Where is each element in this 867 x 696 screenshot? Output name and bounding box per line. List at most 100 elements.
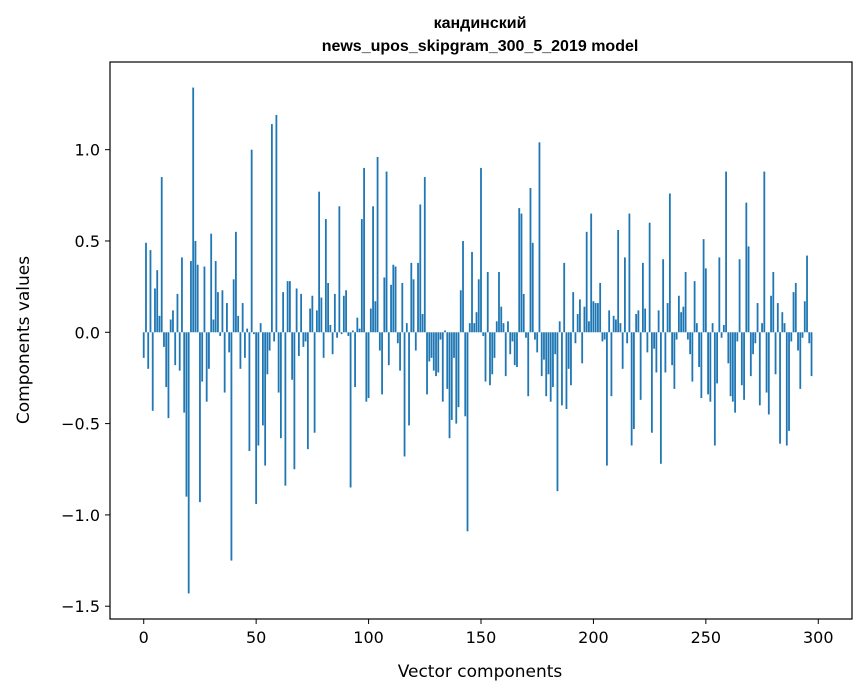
bar [590, 213, 593, 333]
bar [403, 332, 406, 457]
bar [428, 332, 431, 362]
bar [430, 332, 433, 358]
bar [601, 332, 604, 342]
bar [770, 295, 772, 333]
bar [520, 213, 523, 333]
bar [788, 332, 790, 431]
bar [608, 310, 611, 333]
bar [522, 293, 525, 333]
bar [558, 321, 561, 333]
x-tick-label: 300 [803, 628, 834, 647]
bar [538, 142, 541, 333]
bar [752, 332, 754, 355]
bar [255, 332, 258, 504]
bar [671, 332, 674, 366]
bar [367, 332, 370, 399]
bar [212, 319, 215, 333]
bar [279, 332, 282, 439]
bar [477, 279, 480, 333]
y-axis-label: Components values [14, 256, 34, 424]
bar [761, 323, 763, 333]
bar [722, 324, 725, 333]
bar [486, 272, 489, 333]
bar [246, 328, 249, 333]
bar [543, 332, 545, 360]
bar [489, 332, 491, 386]
bar [270, 124, 273, 333]
bar [232, 279, 235, 333]
bar [304, 332, 307, 342]
bar [570, 332, 572, 386]
bar [747, 246, 750, 333]
bar [376, 156, 379, 333]
bar [417, 262, 419, 333]
bar [201, 332, 204, 382]
bar [610, 332, 613, 397]
bar [169, 319, 172, 333]
bar [648, 222, 651, 333]
bar [619, 323, 622, 333]
bar [628, 213, 631, 333]
bar [556, 332, 559, 492]
bar [763, 171, 766, 333]
chart-title-line-1: кандинский [434, 15, 527, 32]
bar [572, 292, 575, 333]
bar [196, 264, 199, 333]
bar [576, 314, 579, 333]
bar [709, 332, 712, 402]
bar [509, 332, 512, 355]
bar [597, 303, 599, 333]
bar [239, 332, 242, 369]
bar [659, 332, 662, 464]
bar [156, 270, 159, 333]
bar [248, 332, 251, 451]
bar [464, 332, 467, 417]
bar [484, 332, 487, 382]
bar [286, 281, 289, 333]
bar [680, 312, 683, 333]
bar [738, 259, 741, 333]
x-tick-label: 50 [246, 628, 266, 647]
bar [498, 272, 500, 333]
bar [502, 323, 505, 333]
bar [435, 332, 437, 377]
bar [176, 293, 179, 333]
y-tick-label: −1.5 [61, 597, 100, 616]
bar [369, 308, 372, 333]
bar [226, 303, 228, 333]
y-tick-label: −0.5 [61, 415, 100, 434]
bar [410, 262, 413, 333]
bar [187, 332, 190, 594]
bar [646, 332, 649, 353]
bar [574, 332, 577, 344]
bar [392, 264, 395, 333]
bar [745, 202, 748, 333]
bar [662, 259, 665, 333]
bar [338, 206, 341, 333]
bar [466, 332, 469, 532]
bar [500, 306, 503, 333]
bar [707, 332, 709, 395]
bar [419, 204, 422, 333]
bar [774, 332, 777, 375]
bar [302, 332, 305, 347]
bar [810, 332, 813, 377]
bar [297, 332, 300, 357]
bar [743, 332, 745, 400]
bar [277, 332, 280, 393]
bar [327, 282, 329, 333]
bar [790, 332, 793, 342]
bar [266, 332, 269, 375]
bar [237, 315, 240, 333]
bar [284, 332, 287, 486]
bar [655, 332, 658, 373]
bar [765, 332, 768, 393]
bar [432, 332, 435, 371]
bar [758, 332, 761, 406]
bar [230, 332, 233, 561]
bar [181, 257, 183, 333]
bar [275, 114, 278, 333]
bar [704, 268, 707, 333]
bar [711, 323, 714, 333]
